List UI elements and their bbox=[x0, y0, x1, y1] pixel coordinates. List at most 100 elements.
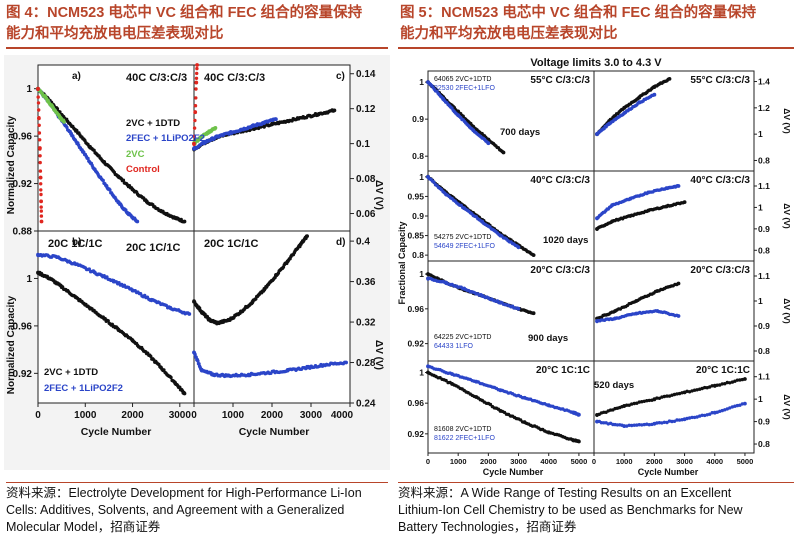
fig5-xtick-right-label: 5000 bbox=[737, 457, 754, 466]
fig4-panel-b-point-key bbox=[130, 338, 135, 342]
fig4-panel-c-point bbox=[192, 134, 196, 139]
left-title-line1: 图 4：NCM523 电芯中 VC 组合和 FEC 组合的容量保持 bbox=[6, 5, 363, 21]
fig4-panel-b-point-key bbox=[130, 288, 135, 293]
fig5-annotation: 700 days bbox=[500, 127, 540, 138]
fig4-panel-b-point-key bbox=[187, 312, 192, 316]
fig4-panel-d-point-key bbox=[250, 299, 255, 304]
fig4-panel-c-point bbox=[195, 66, 199, 71]
fig5-row3-right-black-point bbox=[703, 385, 707, 390]
fig5-row1-left-ytick-label: 0.9 bbox=[412, 211, 424, 221]
fig4-panel-b-point-key bbox=[55, 255, 59, 259]
fig4-panel-a-point bbox=[39, 214, 44, 218]
fig5-row2-right-black-point-key bbox=[655, 289, 660, 293]
fig5-row0-right-ytick-label: 0.8 bbox=[758, 155, 770, 165]
fig4-panel-c-point-key bbox=[215, 134, 220, 139]
fig5-row1-cell-black: 54275 2VC+1DTD bbox=[434, 234, 491, 241]
left-title-rule bbox=[6, 47, 388, 49]
fig5-row3-condition-left: 20°C 1C:1C bbox=[536, 365, 590, 376]
fig5-row2-cell-black: 64225 2VC+1DTD bbox=[434, 334, 491, 341]
fig4-panel-b-ytick-label: 1 bbox=[26, 274, 32, 285]
fig4-panel-b-point-key bbox=[144, 351, 149, 356]
fig4-panel-a-point-key bbox=[69, 131, 73, 136]
fig4-panel-c-point-key bbox=[270, 122, 274, 127]
fig4-panel-b-point-key bbox=[47, 276, 52, 281]
fig4-panel-c-point bbox=[195, 71, 199, 76]
fig4-panel-d-point-key bbox=[211, 372, 216, 377]
fig5-row3-left-blue-point-key bbox=[571, 410, 575, 415]
fig5-row3-right-blue-point bbox=[692, 415, 697, 420]
fig4-panel-d-point-key bbox=[199, 310, 204, 314]
fig4-panel-b-point-key bbox=[73, 295, 78, 300]
fig5-row3-right-blue-point bbox=[708, 412, 712, 416]
fig5-row3-right-black-point bbox=[710, 384, 714, 388]
fig5-row0-right-black-point-key bbox=[667, 77, 672, 81]
fig4-legend-a-green: 2VC bbox=[126, 149, 145, 160]
fig5-row0-right-frame bbox=[593, 70, 755, 172]
fig4-panel-c-ytick-label: 0.14 bbox=[356, 69, 376, 80]
fig5-row3-left-blue-point-key bbox=[522, 395, 527, 400]
fig5-row3-right-blue-point-key bbox=[712, 410, 717, 415]
fig5-row3-left-ytick-label: 1 bbox=[419, 368, 424, 378]
fig5-row0-right-blue-point-key bbox=[622, 111, 627, 115]
fig4-panel-b-point-key bbox=[182, 391, 187, 396]
fig5-row1-left-ytick-label: 0.95 bbox=[407, 191, 424, 201]
fig5-row0-left-blue-point-key bbox=[486, 141, 491, 146]
fig5-row3-right-blue-point bbox=[670, 419, 674, 424]
fig4-panel-d-point bbox=[196, 359, 200, 363]
fig4-panel-d-point-key bbox=[297, 244, 302, 249]
fig5-row3-left-ytick-label: 0.92 bbox=[407, 429, 424, 439]
fig5-row3-right-blue-point bbox=[640, 423, 644, 427]
fig4-panel-b-point-key bbox=[111, 278, 116, 283]
fig5-row3-right-black-point bbox=[738, 378, 742, 382]
fig5-row1-left-blue-point-key bbox=[426, 175, 430, 179]
fig5-row2-right-frame bbox=[593, 260, 755, 362]
fig4-panel-d-ytick-label: 0.32 bbox=[356, 318, 376, 329]
fig4-panel-a-ytick-label: 0.96 bbox=[13, 132, 33, 143]
fig4-panel-b-point-key bbox=[116, 327, 121, 332]
fig5-row2-condition-left: 20°C C/3:C/3 bbox=[530, 265, 590, 276]
fig5-row3-left-blue-point-key bbox=[498, 388, 503, 392]
fig4-panel-c-point bbox=[194, 87, 198, 91]
fig5-row3-right-blue-point bbox=[657, 421, 662, 425]
fig4-panel-a-point bbox=[37, 131, 42, 135]
right-figure-title: 图 5：NCM523 电芯中 VC 组合和 FEC 组合的容量保持 能力和平均充… bbox=[400, 3, 795, 45]
fig5-row3-right-black-point bbox=[630, 402, 634, 406]
fig4-panel-d-point-key bbox=[215, 321, 220, 325]
fig4-panel-c-point-key bbox=[250, 124, 255, 129]
fig5-row2-left-ytick-label: 1 bbox=[419, 269, 424, 279]
right-source-line3: Battery Technologies，招商证券 bbox=[398, 520, 577, 534]
fig5-row3-right-black-point-key bbox=[682, 390, 687, 395]
fig4-panel-a-point bbox=[39, 209, 43, 213]
fig4-panel-a-point-key bbox=[73, 128, 78, 133]
fig4-panel-d-point-key bbox=[285, 259, 290, 264]
fig4-panel-a-point-key bbox=[38, 146, 42, 150]
fig5-row3-left-blue-point-key bbox=[450, 372, 454, 376]
fig4-panel-a-point bbox=[37, 123, 41, 128]
left-figure-title: 图 4：NCM523 电芯中 VC 组合和 FEC 组合的容量保持 能力和平均充… bbox=[6, 3, 390, 45]
fig5-xtick-left-label: 0 bbox=[426, 457, 430, 466]
fig4-panel-d-point-key bbox=[246, 372, 251, 377]
fig4-panel-d-point-key bbox=[285, 368, 290, 373]
fig5-row1-right-black-point-key bbox=[682, 200, 687, 205]
fig4-panel-a-point-key bbox=[173, 216, 178, 220]
fig4-panel-c-point bbox=[192, 126, 197, 130]
fig5-row1-left-blue-point-key bbox=[516, 245, 521, 250]
fig5-row0-right-axis-label: ΔV (V) bbox=[782, 108, 792, 134]
fig4-panel-c-point-key bbox=[203, 140, 208, 144]
fig5-row3-right-blue-point bbox=[637, 423, 641, 427]
right-title-line2: 能力和平均充放电电压差表现对比 bbox=[400, 26, 618, 42]
fig5-row3-right-blue-point-key bbox=[622, 424, 627, 428]
fig4-panel-a-point bbox=[38, 154, 42, 158]
fig4-panel-a-point bbox=[39, 182, 43, 186]
fig5-row1-right-black-point-key bbox=[610, 219, 614, 224]
fig4-panel-d-ytick-label: 0.28 bbox=[356, 358, 376, 369]
fig5-row3-cell-black: 81608 2VC+1DTD bbox=[434, 426, 491, 433]
fig5-row3-right-black-point bbox=[665, 394, 669, 398]
fig4-xtick-left-label: 3000 bbox=[169, 410, 192, 421]
fig4-panel-a-point-key bbox=[50, 104, 55, 109]
fig5-row3-right-blue-point bbox=[642, 422, 646, 427]
fig4-panel-d-condition: 20C 1C/1C bbox=[204, 238, 258, 250]
fig5-row1-left-blue-point-key bbox=[498, 233, 503, 238]
fig4-panel-c-point-key bbox=[301, 115, 306, 120]
fig5-row3-right-blue-point bbox=[690, 415, 694, 420]
